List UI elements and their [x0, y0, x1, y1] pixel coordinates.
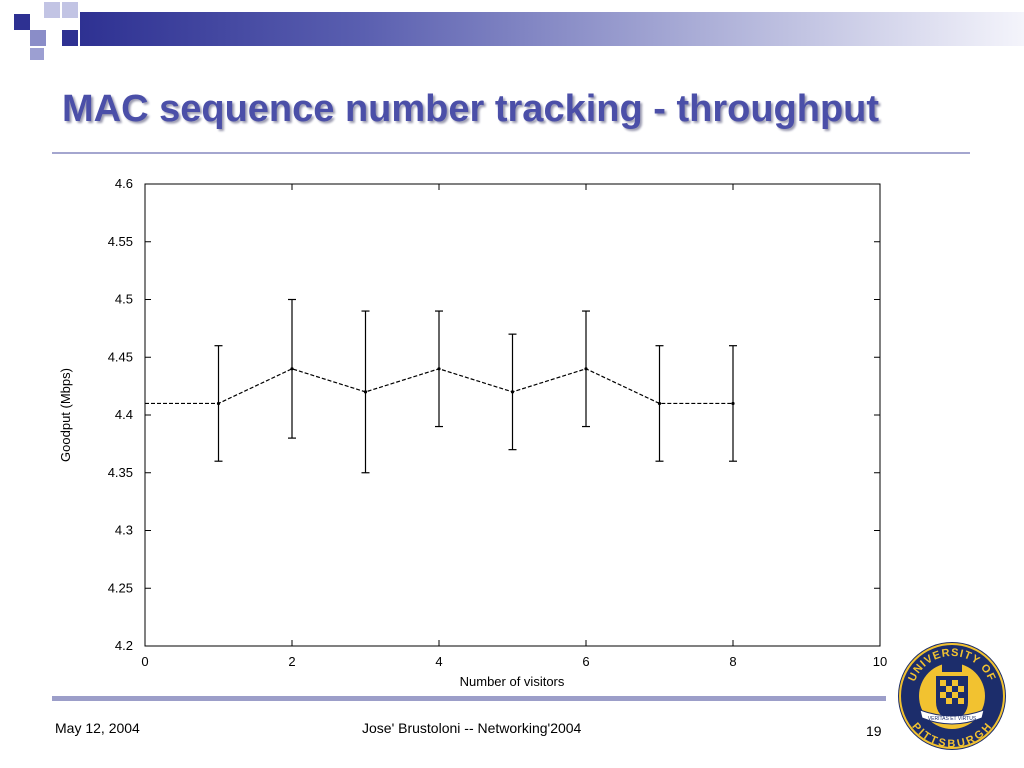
y-axis-label: Goodput (Mbps)	[58, 368, 73, 462]
x-axis-label: Number of visitors	[460, 674, 565, 689]
x-tick-label: 2	[288, 654, 295, 669]
y-tick-label: 4.35	[108, 465, 133, 480]
slide-title: MAC sequence number tracking - throughpu…	[62, 88, 880, 130]
logo-square-light	[62, 2, 78, 18]
title-divider	[52, 152, 970, 154]
x-tick-label: 0	[141, 654, 148, 669]
error-bars	[214, 298, 737, 474]
footer-presenter: Jose' Brustoloni -- Networking'2004	[362, 720, 582, 736]
data-point	[363, 390, 368, 394]
logo-square-navy	[62, 30, 78, 46]
header-banner	[80, 12, 1024, 46]
y-axis: 4.2 4.25 4.3 4.35 4.4 4.45 4.5 4.55 4.6	[108, 176, 880, 653]
data-point	[510, 390, 515, 394]
data-point	[216, 401, 221, 406]
footer-date: May 12, 2004	[55, 720, 140, 736]
logo-square-navy	[14, 14, 30, 30]
x-tick-label: 10	[873, 654, 887, 669]
x-tick-label: 4	[435, 654, 442, 669]
x-axis: 0 2 4 6 8 10	[141, 184, 887, 669]
footer-divider	[52, 696, 886, 701]
data-point	[731, 401, 735, 406]
svg-text:VERITAS ET VIRTUS: VERITAS ET VIRTUS	[928, 716, 977, 722]
x-tick-label: 8	[729, 654, 736, 669]
logo-square-mid	[30, 48, 44, 60]
x-tick-label: 6	[582, 654, 589, 669]
data-point	[437, 367, 441, 371]
data-series	[145, 367, 735, 406]
y-tick-label: 4.5	[115, 292, 133, 307]
y-tick-label: 4.6	[115, 176, 133, 191]
y-tick-label: 4.3	[115, 523, 133, 538]
data-point	[657, 401, 662, 406]
data-point	[584, 367, 588, 371]
logo-square-mid	[30, 30, 46, 46]
y-tick-label: 4.2	[115, 638, 133, 653]
university-seal-logo: UNIVERSITY OF PITTSBURGH VERITAS ET VIRT…	[898, 642, 1006, 750]
y-tick-label: 4.45	[108, 349, 133, 364]
goodput-chart: 4.24.254.34.354.44.454.54.554.6 0 2 4 6 8 10 …	[58, 176, 887, 689]
data-point	[290, 367, 294, 371]
logo-square-light	[44, 2, 60, 18]
y-tick-label: 4.4	[115, 407, 133, 422]
y-tick-label: 4.25	[108, 580, 133, 595]
y-tick-label: 4.55	[108, 234, 133, 249]
page-number: 19	[866, 723, 882, 739]
